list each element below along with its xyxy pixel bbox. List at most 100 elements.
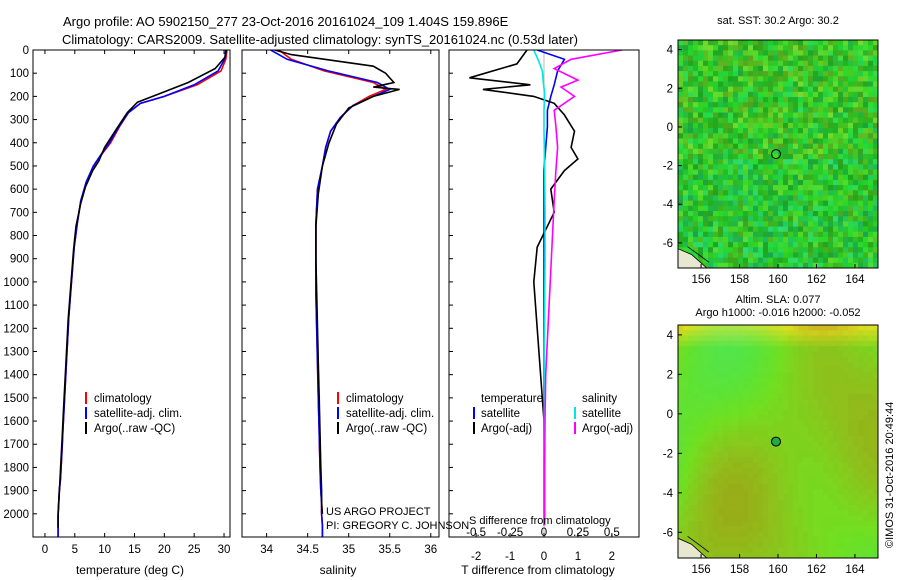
series-line-s-satellite — [533, 50, 546, 526]
temperature-xlabel: temperature (deg C) — [76, 563, 184, 577]
x-tick-label: 162 — [807, 564, 826, 576]
coastline — [687, 535, 710, 553]
x-tick-label: 34 — [260, 544, 273, 556]
y-tick-label: 100 — [10, 68, 29, 80]
x-tick-label: 158 — [730, 274, 749, 286]
y-tick-label: 0 — [23, 45, 29, 57]
salinity-axes-frame — [241, 49, 440, 538]
x-tick-label: 156 — [691, 564, 710, 576]
legend-title-salinity: salinity — [582, 393, 617, 405]
y-tick-label: 600 — [10, 184, 29, 196]
x-tick-label: 0 — [42, 544, 48, 556]
sla-map-title-line1: Altim. SLA: 0.077 — [736, 294, 821, 306]
x-tick-label: 34.5 — [296, 544, 318, 556]
y-tick-label: 1900 — [3, 486, 29, 498]
y-tick-label: 0 — [667, 122, 673, 134]
imos-watermark: ©IMOS 31-Oct-2016 20:49:44 — [884, 402, 896, 548]
x-tick-label: 20 — [158, 544, 171, 556]
x-tick-label: 1 — [575, 551, 581, 563]
y-tick-label: 1000 — [3, 277, 29, 289]
sla-map-panel: Altim. SLA: 0.077 Argo h1000: -0.016 h20… — [663, 294, 879, 576]
temperature-axes-frame — [32, 49, 231, 538]
legend-label-s-argo: Argo(-adj) — [582, 423, 633, 435]
y-tick-label: 1700 — [3, 439, 29, 451]
x-tick-label: 10 — [98, 544, 111, 556]
series-line-argo-raw-qc- — [274, 50, 400, 514]
x-tick-label-salinity: 0.25 — [567, 527, 589, 539]
x-tick-label: 156 — [691, 274, 710, 286]
series-line-argo-raw-qc- — [57, 50, 228, 528]
y-tick-label: 1800 — [3, 462, 29, 474]
y-tick-label: 200 — [10, 91, 29, 103]
legend-label-argo: Argo(..raw -QC) — [94, 423, 175, 435]
y-tick-label: 800 — [10, 231, 29, 243]
x-tick-label: 25 — [188, 544, 201, 556]
y-tick-label: 400 — [10, 138, 29, 150]
sla-map-title-line2: Argo h1000: -0.016 h2000: -0.052 — [695, 307, 860, 319]
x-tick-label-salinity: 0.5 — [604, 527, 620, 539]
x-tick-label: 15 — [128, 544, 141, 556]
argo-position-marker — [771, 149, 781, 160]
x-tick-label: 160 — [768, 274, 787, 286]
y-tick-label: 1400 — [3, 370, 29, 382]
x-tick-label: 35.5 — [379, 544, 401, 556]
y-tick-label: -4 — [663, 199, 674, 211]
y-tick-label: 2000 — [3, 509, 29, 521]
legend-label-satellite: satellite-adj. clim. — [94, 408, 182, 420]
difference-xlabel-top: S difference from climatology — [469, 515, 611, 527]
y-tick-label: 4 — [667, 45, 674, 57]
x-tick-label-salinity: -0.25 — [497, 527, 523, 539]
y-tick-label: 500 — [10, 161, 29, 173]
difference-legend: temperature satellite Argo(-adj) salinit… — [473, 393, 633, 435]
y-tick-label: 0 — [667, 409, 673, 421]
temperature-panel: 0 5 10 15 20 25 300100200300400500600700800900… — [3, 45, 231, 577]
y-tick-label: 1600 — [3, 416, 29, 428]
y-tick-label: 2 — [667, 369, 673, 381]
x-tick-label: 5 — [72, 544, 78, 556]
x-tick-label: 30 — [218, 544, 231, 556]
y-tick-label: -6 — [663, 527, 673, 539]
x-tick-label-salinity: -0.5 — [466, 527, 486, 539]
y-tick-label: -4 — [663, 488, 674, 500]
y-tick-label: 2 — [667, 83, 673, 95]
x-tick-label: 2 — [609, 551, 615, 563]
land-polygon — [678, 248, 708, 268]
y-tick-label: 300 — [10, 115, 29, 127]
difference-xlabel: T difference from climatology — [461, 563, 615, 577]
difference-panel: -2 -1 0 1 2 -0.5 -0.25 0 0.25 0.5 S difference fr… — [448, 49, 640, 577]
y-tick-label: 1100 — [4, 300, 29, 312]
x-tick-label: 36 — [424, 544, 437, 556]
x-tick-label: 164 — [845, 274, 865, 286]
argo-position-marker — [771, 436, 781, 447]
y-tick-label: 1200 — [3, 323, 29, 335]
legend-label-t-argo: Argo(-adj) — [481, 423, 532, 435]
y-tick-label: 1500 — [3, 393, 29, 405]
x-tick-label-salinity: 0 — [541, 527, 547, 539]
y-tick-label: 700 — [10, 207, 29, 219]
y-tick-label: -6 — [663, 238, 673, 250]
series-line-s-argo-adj- — [543, 50, 623, 526]
x-tick-label: 0 — [541, 551, 547, 563]
sst-map-title: sat. SST: 30.2 Argo: 30.2 — [717, 15, 839, 27]
series-line-satellite-adj-clim- — [57, 50, 227, 537]
legend-label-climatology: climatology — [94, 393, 152, 405]
x-tick-label: 160 — [768, 564, 787, 576]
figure-title-line2: Climatology: CARS2009. Satellite-adjuste… — [62, 32, 578, 47]
x-tick-label: -1 — [505, 551, 515, 563]
figure-title-line1: Argo profile: AO 5902150_277 23-Oct-2016… — [63, 14, 509, 29]
x-tick-label: 35 — [342, 544, 355, 556]
y-tick-label: 4 — [667, 330, 674, 342]
series-line-t-argo-adj- — [469, 50, 579, 526]
series-line-climatology — [57, 50, 228, 537]
legend-label-climatology: climatology — [346, 393, 404, 405]
legend-label-argo: Argo(..raw -QC) — [346, 423, 427, 435]
x-tick-label: -2 — [471, 551, 481, 563]
salinity-panel: 34 34.5 35 35.5 36 salinity climatology sate… — [241, 49, 469, 577]
land-polygon — [678, 537, 708, 558]
coastline — [687, 246, 710, 263]
salinity-xlabel: salinity — [320, 563, 357, 577]
y-tick-label: 900 — [10, 254, 29, 266]
series-line-t-satellite — [536, 50, 566, 526]
y-tick-label: -2 — [663, 161, 673, 173]
